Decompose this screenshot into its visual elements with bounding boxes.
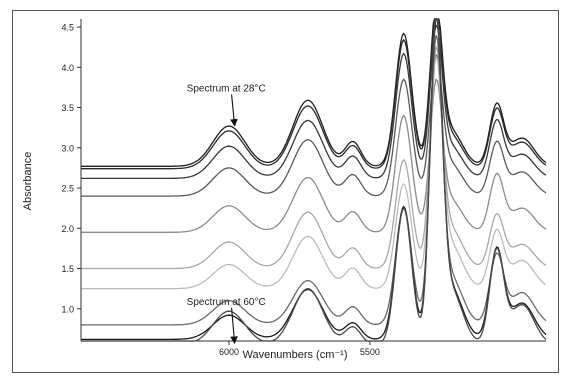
spectrum-line <box>81 17 547 341</box>
spectrum-line <box>81 24 547 180</box>
annotation-label: Spectrum at 60°C <box>187 297 266 308</box>
y-tick-label: 1.5 <box>61 264 74 274</box>
spectrum-line <box>81 18 547 170</box>
series-layer <box>81 17 547 342</box>
y-tick-label: 3.5 <box>61 103 74 113</box>
spectrum-line <box>81 78 547 233</box>
annotation-label: Spectrum at 28°C <box>187 83 266 94</box>
chart-frame: 1.0 1.5 2.0 2.5 3.0 3.5 4.0 4.5 6000 5500 Spectru… <box>12 10 559 373</box>
x-tick-label: 5500 <box>360 347 380 357</box>
spectrum-line <box>81 18 547 342</box>
spectrum-line <box>81 55 547 290</box>
y-tick-label: 2.0 <box>61 224 74 234</box>
y-tick-label: 2.5 <box>61 184 74 194</box>
y-tick-label: 3.0 <box>61 143 74 153</box>
x-axis-label: Wavenumbers (cm⁻¹) <box>242 349 347 361</box>
x-tick-label: 6000 <box>219 347 239 357</box>
axes-layer: 1.0 1.5 2.0 2.5 3.0 3.5 4.0 4.5 6000 5500 <box>61 19 546 357</box>
spectrum-line <box>81 34 547 326</box>
spectrum-line <box>81 54 547 197</box>
y-tick-label: 4.0 <box>61 63 74 73</box>
annotation-arrow <box>230 94 238 127</box>
y-axis-label: Absorbance <box>22 152 34 211</box>
annotation-arrow <box>230 307 238 345</box>
spectrum-line <box>81 18 547 167</box>
spectrum-line <box>81 45 547 270</box>
absorbance-chart: 1.0 1.5 2.0 2.5 3.0 3.5 4.0 4.5 6000 5500 Spectru… <box>22 17 547 361</box>
y-tick-label: 1.0 <box>61 304 74 314</box>
y-tick-label: 4.5 <box>61 23 74 33</box>
annotation-layer: Spectrum at 28°C Spectrum at 60°C <box>187 83 266 345</box>
